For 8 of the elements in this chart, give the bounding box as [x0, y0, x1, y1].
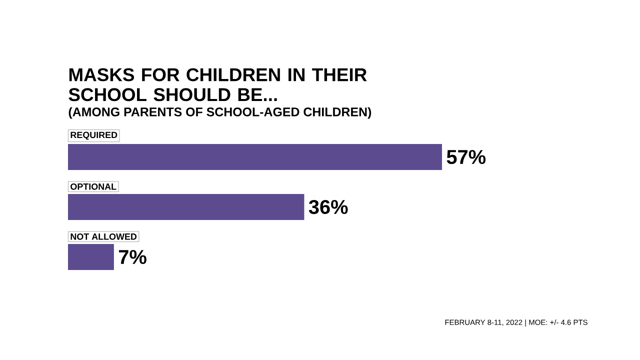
y-tick-label: REQUIRED — [70, 132, 118, 140]
y-tick-label: NOT ALLOWED — [70, 233, 137, 240]
y-tick-label: OPTIONAL — [70, 183, 116, 190]
data-label: 36% — [308, 200, 348, 214]
chart-title: MASKS FOR CHILDREN IN THEIR SCHOOL SHOULD BE... — [68, 68, 367, 102]
data-label: 57% — [446, 150, 486, 164]
chart-subtitle: (AMONG PARENTS OF SCHOOL-AGED CHILDREN) — [68, 107, 372, 119]
data-label: 7% — [118, 250, 146, 264]
